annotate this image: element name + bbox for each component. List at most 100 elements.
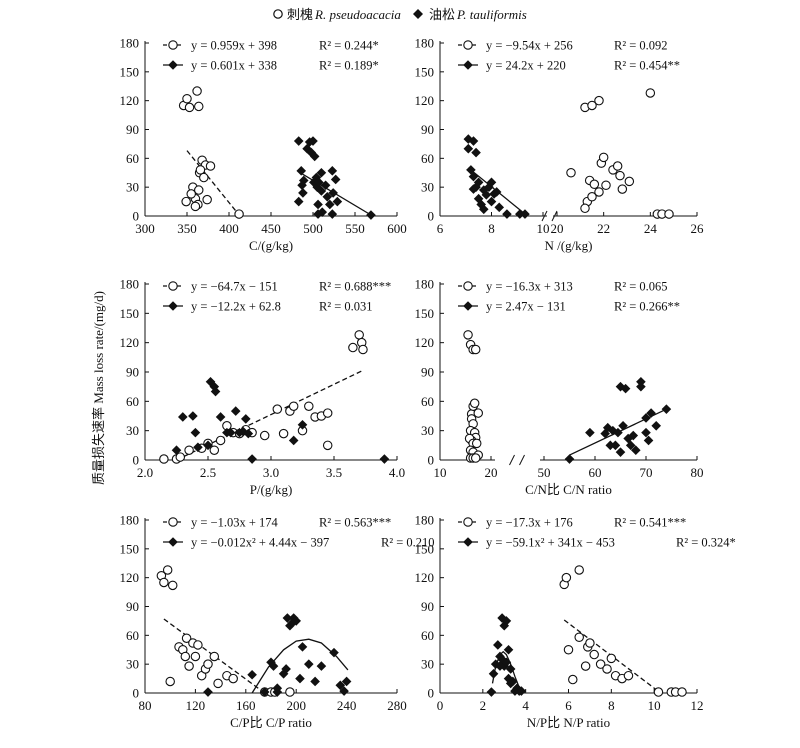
legend-label-cn-1: 刺槐 — [287, 7, 313, 22]
data-point-diamond — [613, 427, 623, 438]
data-point-circle — [184, 661, 194, 671]
y-tick-label: 150 — [120, 306, 140, 321]
equation-text: y = −16.3x + 313 — [486, 280, 573, 294]
equation-text: y = 0.959x + 398 — [191, 39, 277, 53]
data-point-diamond — [309, 151, 320, 162]
x-tick-label: 22 — [597, 221, 610, 236]
data-point-circle — [595, 659, 606, 669]
data-point-circle — [623, 670, 634, 681]
x-tick-label: 550 — [345, 221, 365, 236]
y-tick-label: 180 — [120, 36, 140, 51]
data-point-diamond — [178, 412, 188, 422]
data-point-diamond — [515, 209, 525, 219]
r-squared-text: R² = 0.065 — [614, 280, 668, 294]
data-point-diamond — [296, 166, 307, 176]
data-point-diamond — [501, 657, 512, 668]
data-point-circle — [181, 633, 192, 643]
data-point-diamond — [190, 427, 201, 438]
x-tick-label: 50 — [538, 465, 551, 480]
equation-marker-circle — [463, 517, 473, 527]
equation-marker-diamond — [463, 301, 473, 311]
data-point-circle — [159, 577, 169, 588]
y-tick-label: 150 — [120, 541, 140, 556]
legend-label-latin-2: P. tauliformis — [456, 7, 527, 22]
data-point-diamond — [341, 676, 352, 687]
x-tick-label: 400 — [219, 221, 239, 236]
y-tick-label: 90 — [126, 599, 139, 614]
data-point-diamond — [661, 404, 672, 414]
data-point-diamond — [193, 442, 203, 453]
x-tick-label: 26 — [691, 221, 705, 236]
data-point-circle — [469, 398, 480, 409]
x-tick-label: 80 — [139, 698, 152, 713]
data-point-circle — [304, 401, 314, 411]
figure-legend: 刺槐 R. pseudoacacia 油松 P. tauliformis — [273, 7, 527, 22]
x-tick-label: 450 — [261, 221, 281, 236]
data-point-diamond — [468, 184, 479, 194]
data-point-circle — [209, 445, 220, 455]
data-point-diamond — [316, 186, 327, 196]
fit-line-dashed — [163, 618, 266, 694]
x-tick-label: 120 — [186, 698, 206, 713]
data-point-circle — [606, 653, 617, 664]
data-point-circle — [617, 184, 628, 194]
axis-break-mark — [509, 454, 515, 466]
data-point-diamond — [602, 422, 613, 433]
y-tick-label: 90 — [421, 122, 434, 137]
axis-break-mark — [541, 210, 548, 222]
y-tick-label: 0 — [133, 453, 140, 468]
y-tick-label: 0 — [133, 209, 140, 224]
r-squared-text: R² = 0.031 — [319, 300, 373, 314]
data-point-diamond — [298, 175, 309, 186]
legend-label-latin-1: R. pseudoacacia — [314, 7, 401, 22]
r-squared-text: R² = 0.210 — [381, 536, 435, 550]
data-point-diamond — [486, 687, 497, 697]
equation-text: y = −59.1x² + 341x − 453 — [486, 536, 615, 550]
y-tick-label: 90 — [126, 122, 139, 137]
x-tick-label: 70 — [640, 465, 653, 480]
data-point-circle — [190, 651, 201, 662]
data-point-diamond — [288, 435, 299, 446]
panel-nitrogen: 0 30 60 90 120 150 180 6 8 10 20 22 24 26 N /(g/kg) y =… — [415, 36, 705, 254]
data-point-diamond — [310, 676, 320, 687]
y-tick-label: 180 — [120, 513, 140, 528]
data-point-circle — [165, 676, 175, 687]
data-point-diamond — [306, 147, 317, 158]
data-point-diamond — [625, 440, 636, 451]
data-point-circle — [194, 101, 204, 112]
data-point-diamond — [502, 209, 512, 219]
data-point-diamond — [171, 445, 182, 456]
data-point-diamond — [259, 687, 270, 697]
x-tick-label: 2.0 — [137, 465, 153, 480]
data-point-diamond — [641, 413, 651, 423]
y-tick-label: 30 — [126, 423, 139, 438]
data-point-circle — [215, 435, 226, 446]
data-point-diamond — [651, 420, 661, 431]
data-point-diamond — [309, 177, 319, 188]
y-tick-label: 180 — [415, 513, 435, 528]
data-point-diamond — [215, 412, 226, 422]
data-point-diamond — [210, 386, 221, 397]
x-tick-label: 600 — [387, 221, 407, 236]
x-axis-title: P/(g/kg) — [250, 482, 293, 497]
data-point-diamond — [317, 207, 328, 217]
y-tick-label: 180 — [415, 277, 435, 292]
data-point-circle — [589, 649, 599, 660]
data-point-diamond — [332, 196, 343, 207]
equation-text: y = 24.2x + 220 — [486, 59, 566, 73]
data-point-diamond — [564, 454, 575, 464]
data-point-diamond — [508, 676, 518, 687]
y-tick-label: 120 — [120, 93, 140, 108]
data-point-diamond — [646, 408, 656, 418]
data-point-diamond — [203, 687, 213, 697]
data-point-circle — [322, 440, 333, 451]
data-point-diamond — [322, 191, 333, 202]
data-point-circle — [580, 203, 590, 214]
data-point-diamond — [636, 381, 646, 392]
data-point-diamond — [272, 687, 283, 697]
data-point-diamond — [636, 376, 646, 387]
data-point-diamond — [297, 420, 308, 430]
data-point-diamond — [615, 381, 626, 392]
data-point-diamond — [302, 143, 312, 154]
data-point-circle — [348, 342, 358, 353]
